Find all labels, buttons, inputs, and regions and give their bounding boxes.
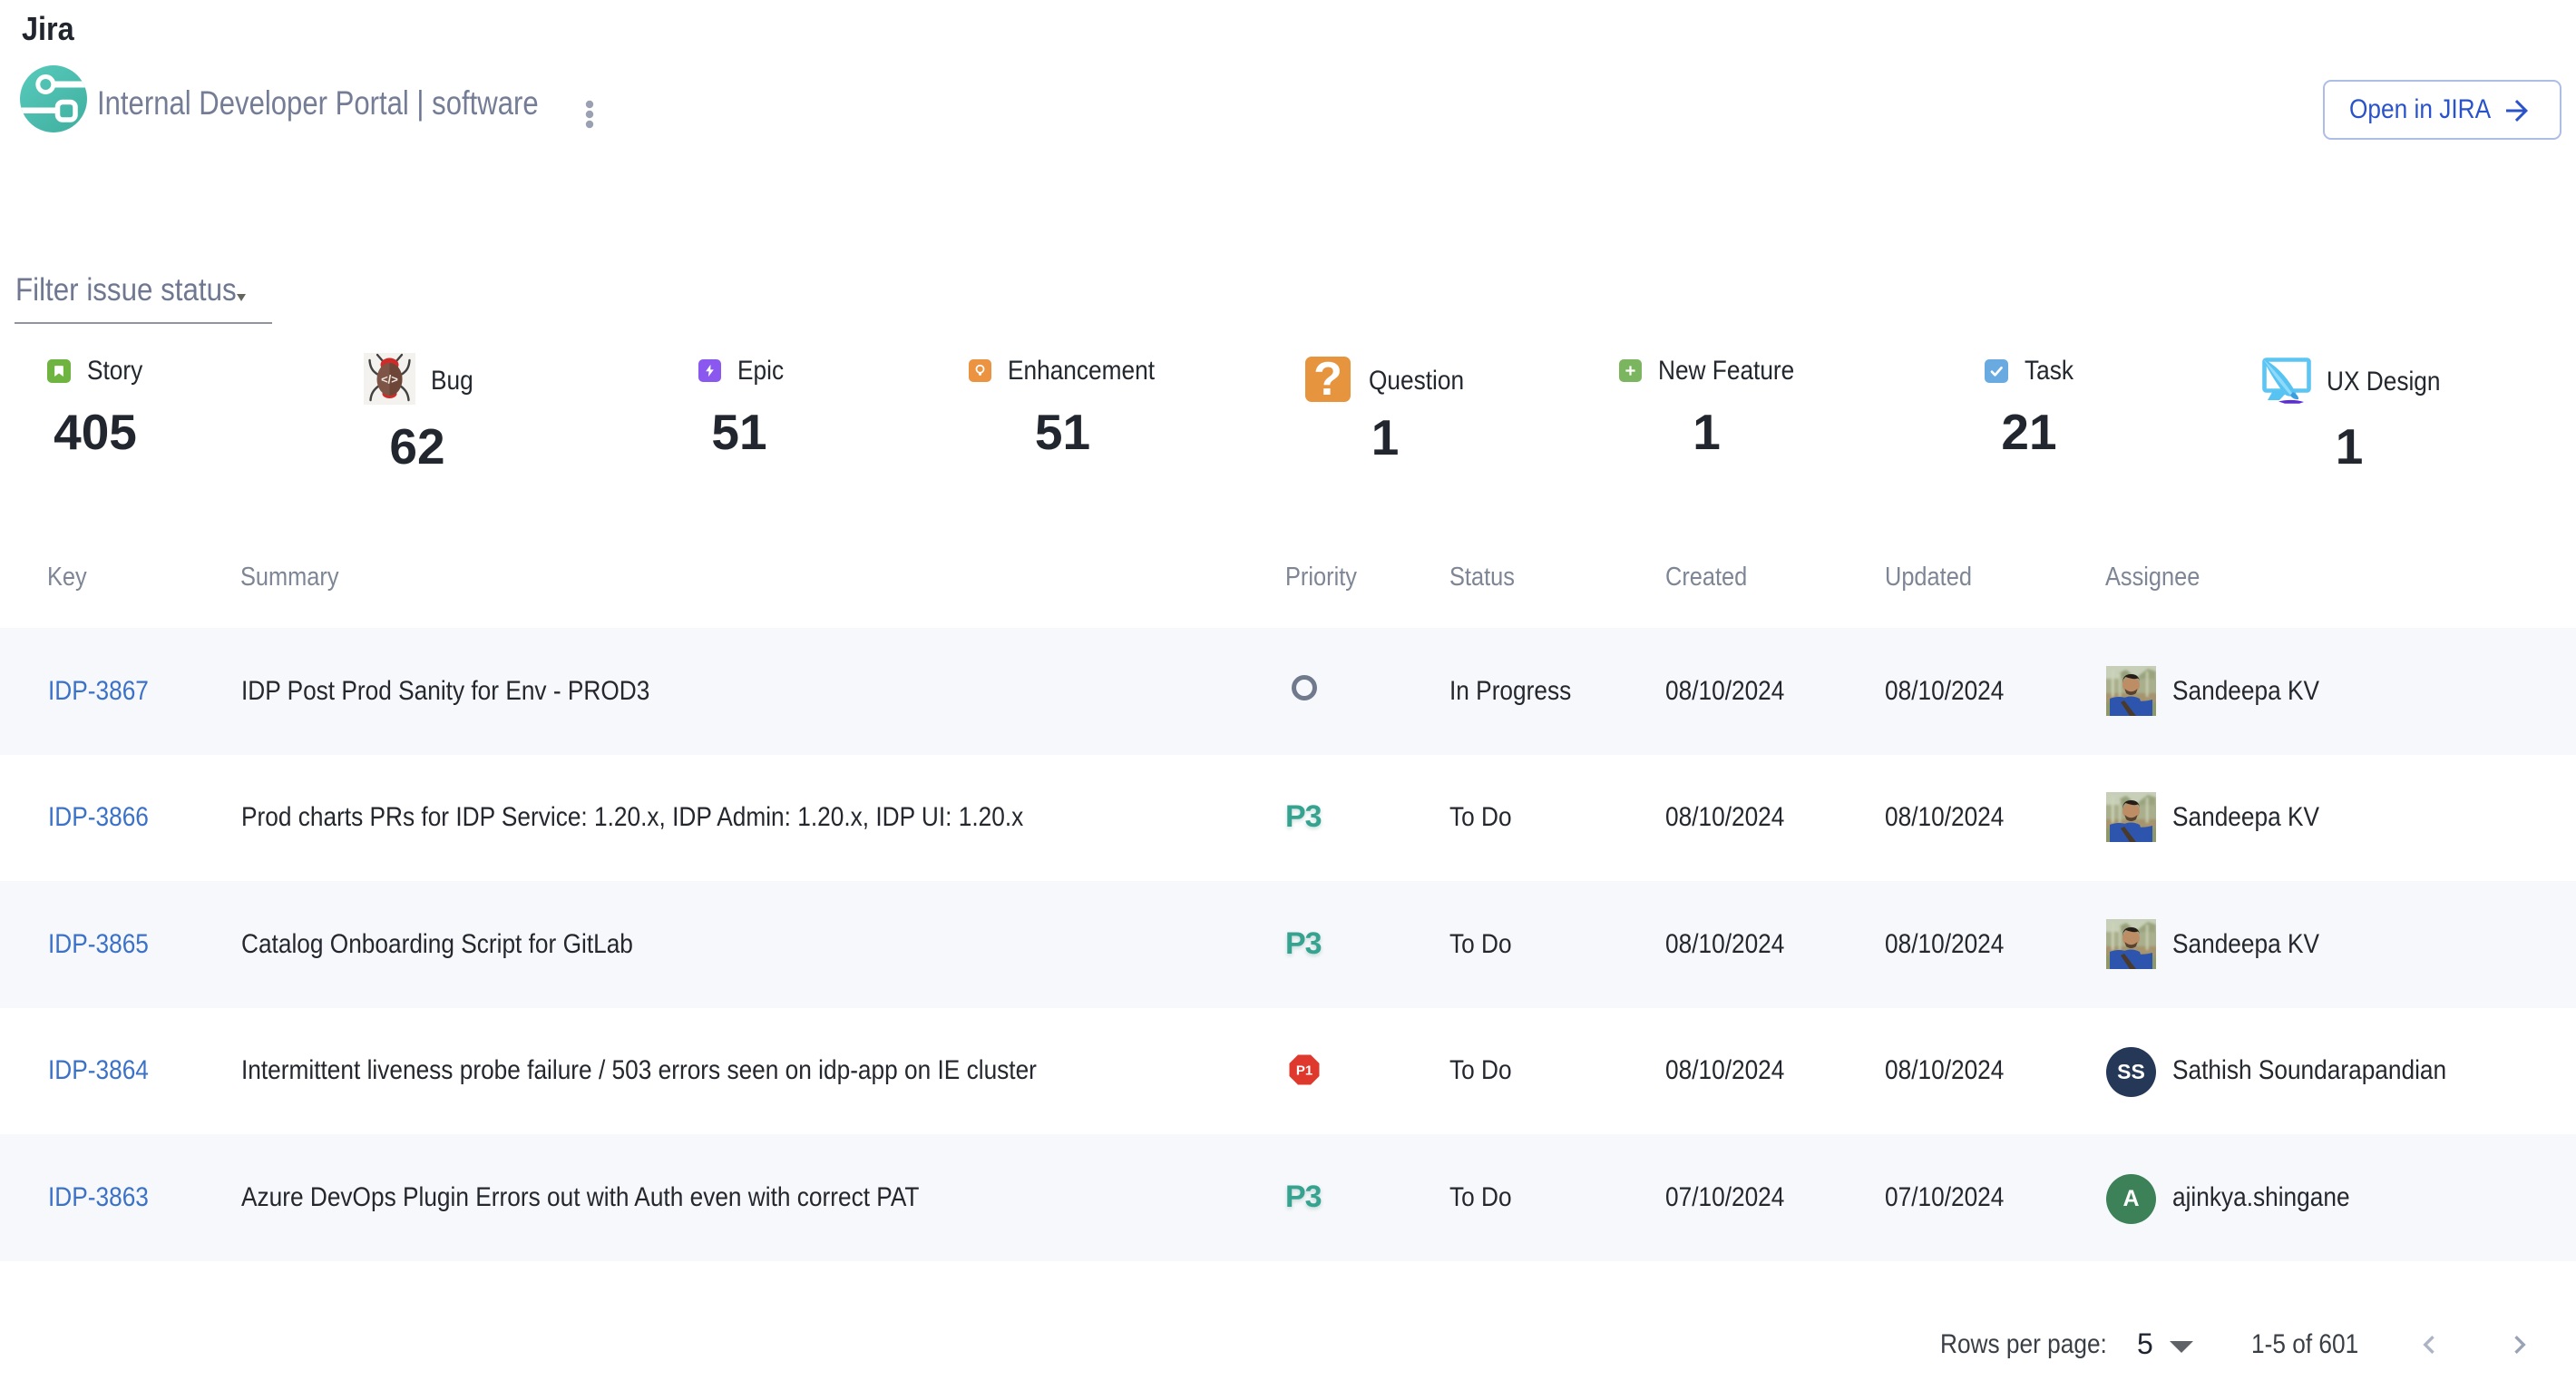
svg-text:</>: </> bbox=[381, 373, 398, 387]
svg-text:P1: P1 bbox=[1296, 1063, 1312, 1079]
